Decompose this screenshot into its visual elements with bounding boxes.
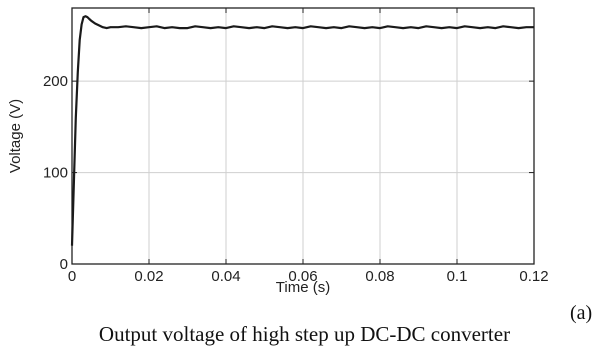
y-tick-label: 200 <box>43 73 68 90</box>
x-tick-label: 0 <box>68 268 76 285</box>
voltage-series-line <box>70 15 534 246</box>
x-tick-label: 0.1 <box>447 268 468 285</box>
x-tick-label: 0.02 <box>134 268 163 285</box>
x-axis-label: Time (s) <box>276 279 330 296</box>
x-tick-label: 0.04 <box>211 268 240 285</box>
x-tick-labels: 0 0.02 0.04 0.06 0.08 0.1 0.12 <box>68 268 549 285</box>
x-tick-label: 0.12 <box>519 268 548 285</box>
x-tick-label: 0.06 <box>288 268 317 285</box>
panel-label: (a) <box>570 302 593 324</box>
y-tick-label: 0 <box>60 256 68 273</box>
x-tick-label: 0.08 <box>365 268 394 285</box>
figure-caption: Output voltage of high step up DC-DC con… <box>98 322 511 346</box>
axis-ticks <box>71 8 535 265</box>
y-axis-label: Voltage (V) <box>7 99 24 173</box>
y-tick-labels: 0 100 200 <box>43 73 68 273</box>
grid-lines <box>72 8 534 264</box>
y-tick-label: 100 <box>43 165 68 182</box>
